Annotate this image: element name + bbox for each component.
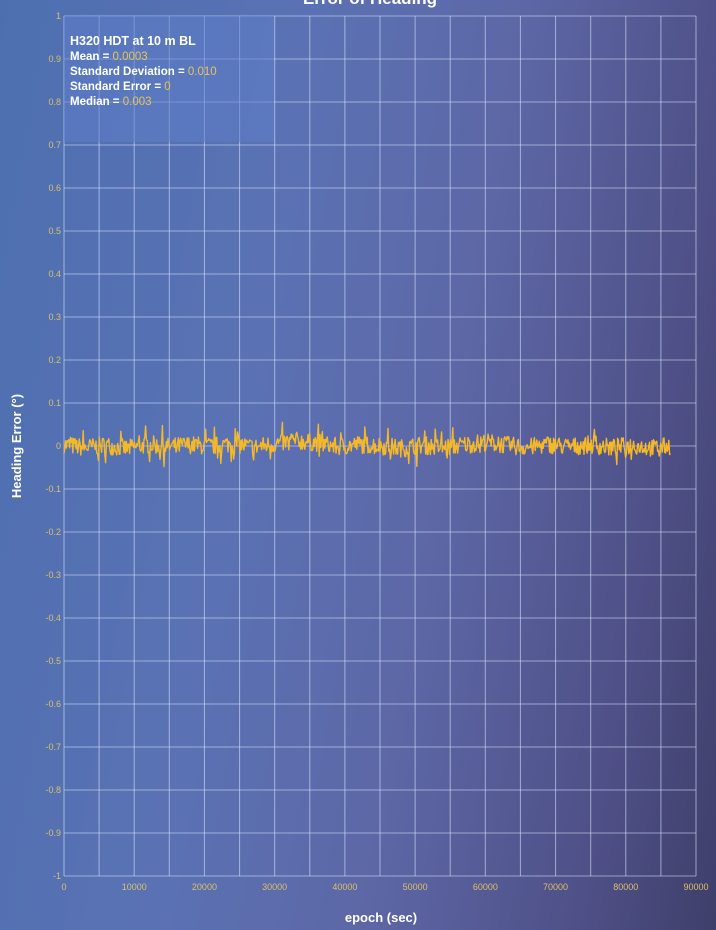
x-tick-label: 30000: [262, 882, 287, 892]
x-tick-label: 20000: [192, 882, 217, 892]
grid: [63, 15, 697, 877]
stats-box: H320 HDT at 10 m BL Mean = 0.0003 Standa…: [64, 16, 274, 142]
y-tick-label: 0.5: [48, 226, 61, 236]
y-tick-label: -0.3: [45, 570, 61, 580]
x-tick-label: 0: [61, 882, 66, 892]
y-tick-label: -0.1: [45, 484, 61, 494]
y-axis-title: Heading Error (°): [9, 394, 24, 498]
y-tick-label: -0.5: [45, 656, 61, 666]
y-tick-label: 0.1: [48, 398, 61, 408]
stats-mean: Mean = 0.0003: [70, 51, 148, 63]
y-tick-label: 0.2: [48, 355, 61, 365]
x-tick-label: 90000: [683, 882, 708, 892]
y-tick-label: -0.7: [45, 742, 61, 752]
y-tick-label: 0.4: [48, 269, 61, 279]
y-tick-label: -0.8: [45, 785, 61, 795]
y-tick-label: 0.3: [48, 312, 61, 322]
x-tick-label: 50000: [403, 882, 428, 892]
x-tick-label: 70000: [543, 882, 568, 892]
x-tick-label: 80000: [613, 882, 638, 892]
x-tick-label: 60000: [473, 882, 498, 892]
y-tick-label: -0.4: [45, 613, 61, 623]
y-tick-label: 0.7: [48, 140, 61, 150]
chart-title: Error of Heading: [303, 0, 437, 8]
x-tick-label: 10000: [122, 882, 147, 892]
stats-title: H320 HDT at 10 m BL: [70, 34, 196, 48]
y-tick-label: -0.6: [45, 699, 61, 709]
x-tick-label: 40000: [332, 882, 357, 892]
y-tick-label: 0.9: [48, 54, 61, 64]
y-tick-label: 0.6: [48, 183, 61, 193]
stats-median: Median = 0.003: [70, 96, 152, 108]
y-tick-label: 0: [56, 441, 61, 451]
series-line: [63, 421, 671, 468]
x-axis-title: epoch (sec): [345, 910, 417, 925]
stats-std-dev: Standard Deviation = 0.010: [70, 66, 217, 78]
y-tick-label: -0.2: [45, 527, 61, 537]
tick-labels: 1 0.9 0.8 0.7 0.6 0.5 0.4 0.3 0.2 0.1 0 -0.1 -0.2 -0.…: [45, 11, 708, 892]
stats-std-error: Standard Error = 0: [70, 81, 171, 93]
y-tick-label: 1: [56, 11, 61, 21]
y-tick-label: -0.9: [45, 828, 61, 838]
y-tick-label: 0.8: [48, 97, 61, 107]
y-tick-label: -1: [53, 871, 61, 881]
